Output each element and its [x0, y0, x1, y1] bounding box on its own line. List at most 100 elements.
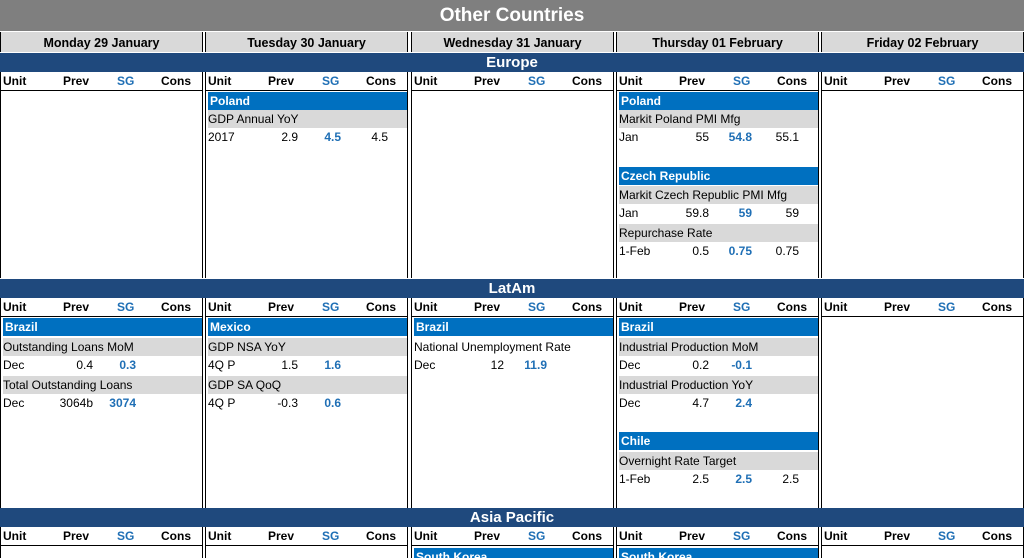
- header-sg: SG: [938, 74, 956, 88]
- header-prev: Prev: [884, 300, 911, 314]
- column-header: Unit Prev SG Cons: [1, 72, 202, 91]
- value-sg: 4.5: [324, 130, 341, 144]
- column-header: Unit Prev SG Cons: [617, 72, 818, 91]
- indicator-values: Dec 0.4 0.3: [3, 356, 202, 374]
- header-sg: SG: [938, 300, 956, 314]
- indicator-values: Dec 4.7 2.4: [619, 394, 818, 412]
- country-label: South Korea: [414, 548, 613, 558]
- indicator-name: Outstanding Loans MoM: [3, 338, 202, 356]
- header-cons: Cons: [777, 529, 807, 543]
- header-prev: Prev: [474, 74, 501, 88]
- header-unit: Unit: [619, 74, 643, 88]
- column-header: Unit Prev SG Cons: [822, 527, 1023, 546]
- header-sg: SG: [117, 74, 135, 88]
- header-prev: Prev: [679, 529, 706, 543]
- column-header: Unit Prev SG Cons: [822, 72, 1023, 91]
- header-unit: Unit: [824, 74, 848, 88]
- header-prev: Prev: [268, 74, 295, 88]
- header-cons: Cons: [982, 74, 1012, 88]
- region-header-asia-pacific: Asia Pacific: [0, 508, 1024, 527]
- europe-friday-column: Unit Prev SG Cons: [821, 72, 1024, 278]
- column-header: Unit Prev SG Cons: [1, 298, 202, 317]
- indicator-values: Dec 12 11.9: [414, 356, 613, 374]
- europe-thursday-column: Unit Prev SG Cons Poland Markit Poland P…: [616, 72, 819, 278]
- header-cons: Cons: [161, 74, 191, 88]
- country-label: Brazil: [414, 318, 613, 336]
- column-header: Unit Prev SG Cons: [206, 527, 407, 546]
- header-prev: Prev: [63, 529, 90, 543]
- country-label: Chile: [619, 432, 818, 450]
- indicator-name: Markit Czech Republic PMI Mfg: [619, 186, 818, 204]
- header-cons: Cons: [982, 300, 1012, 314]
- value-cons: 4.5: [371, 130, 388, 144]
- value-prev: 0.5: [692, 244, 709, 258]
- indicator-name: Overnight Rate Target: [619, 452, 818, 470]
- indicator-values: Jan 55 54.8 55.1: [619, 128, 818, 146]
- column-header: Unit Prev SG Cons: [617, 298, 818, 317]
- header-unit: Unit: [824, 300, 848, 314]
- header-cons: Cons: [366, 300, 396, 314]
- value-prev: 2.9: [281, 130, 298, 144]
- column-header: Unit Prev SG Cons: [412, 72, 613, 91]
- header-cons: Cons: [161, 300, 191, 314]
- value-prev: 59.8: [685, 206, 709, 220]
- header-cons: Cons: [572, 74, 602, 88]
- header-cons: Cons: [777, 300, 807, 314]
- country-label: Poland: [208, 92, 407, 110]
- asia-monday-column: Unit Prev SG Cons: [0, 527, 203, 558]
- header-sg: SG: [322, 529, 340, 543]
- region-header-latam: LatAm: [0, 279, 1024, 298]
- value-unit: 1-Feb: [619, 472, 651, 486]
- header-sg: SG: [528, 529, 546, 543]
- indicator-name: Total Outstanding Loans: [3, 376, 202, 394]
- value-prev: 0.4: [76, 358, 93, 372]
- header-prev: Prev: [884, 529, 911, 543]
- day-header-friday: Friday 02 February: [821, 32, 1024, 52]
- header-sg: SG: [322, 300, 340, 314]
- country-label: Brazil: [3, 318, 202, 336]
- value-sg: -0.1: [731, 358, 752, 372]
- value-unit: 4Q P: [208, 358, 236, 372]
- indicator-values: 2017 2.9 4.5 4.5: [208, 128, 407, 146]
- value-unit: Dec: [3, 358, 25, 372]
- header-unit: Unit: [414, 300, 438, 314]
- header-cons: Cons: [572, 300, 602, 314]
- indicator-values: 4Q P 1.5 1.6: [208, 356, 407, 374]
- value-sg: 59: [738, 206, 752, 220]
- day-header-thursday: Thursday 01 February: [616, 32, 819, 52]
- header-sg: SG: [528, 74, 546, 88]
- header-sg: SG: [733, 529, 751, 543]
- header-sg: SG: [322, 74, 340, 88]
- europe-wednesday-column: Unit Prev SG Cons: [411, 72, 614, 278]
- indicator-values: 1-Feb 2.5 2.5 2.5: [619, 470, 818, 488]
- header-prev: Prev: [63, 300, 90, 314]
- header-cons: Cons: [982, 529, 1012, 543]
- header-prev: Prev: [268, 529, 295, 543]
- header-unit: Unit: [414, 529, 438, 543]
- header-unit: Unit: [208, 529, 232, 543]
- header-cons: Cons: [366, 74, 396, 88]
- header-prev: Prev: [679, 74, 706, 88]
- country-label: Mexico: [208, 318, 407, 336]
- europe-tuesday-column: Unit Prev SG Cons Poland GDP Annual YoY …: [205, 72, 408, 278]
- value-sg: 3074: [109, 396, 136, 410]
- indicator-values: Jan 59.8 59 59: [619, 204, 818, 222]
- value-unit: Jan: [619, 130, 639, 144]
- value-prev: 4.7: [692, 396, 709, 410]
- value-unit: Dec: [619, 396, 641, 410]
- value-unit: 1-Feb: [619, 244, 651, 258]
- latam-monday-column: Unit Prev SG Cons Brazil Outstanding Loa…: [0, 298, 203, 508]
- header-sg: SG: [117, 529, 135, 543]
- indicator-name: Markit Poland PMI Mfg: [619, 110, 818, 128]
- value-prev: 1.5: [281, 358, 298, 372]
- indicator-name: GDP Annual YoY: [208, 110, 407, 128]
- europe-monday-column: Unit Prev SG Cons: [0, 72, 203, 278]
- indicator-values: Dec 0.2 -0.1: [619, 356, 818, 374]
- header-prev: Prev: [884, 74, 911, 88]
- asia-wednesday-column: Unit Prev SG Cons South Korea: [411, 527, 614, 558]
- header-sg: SG: [733, 74, 751, 88]
- value-prev: 3064b: [59, 396, 93, 410]
- indicator-values: Dec 3064b 3074: [3, 394, 202, 412]
- indicator-name: Industrial Production YoY: [619, 376, 818, 394]
